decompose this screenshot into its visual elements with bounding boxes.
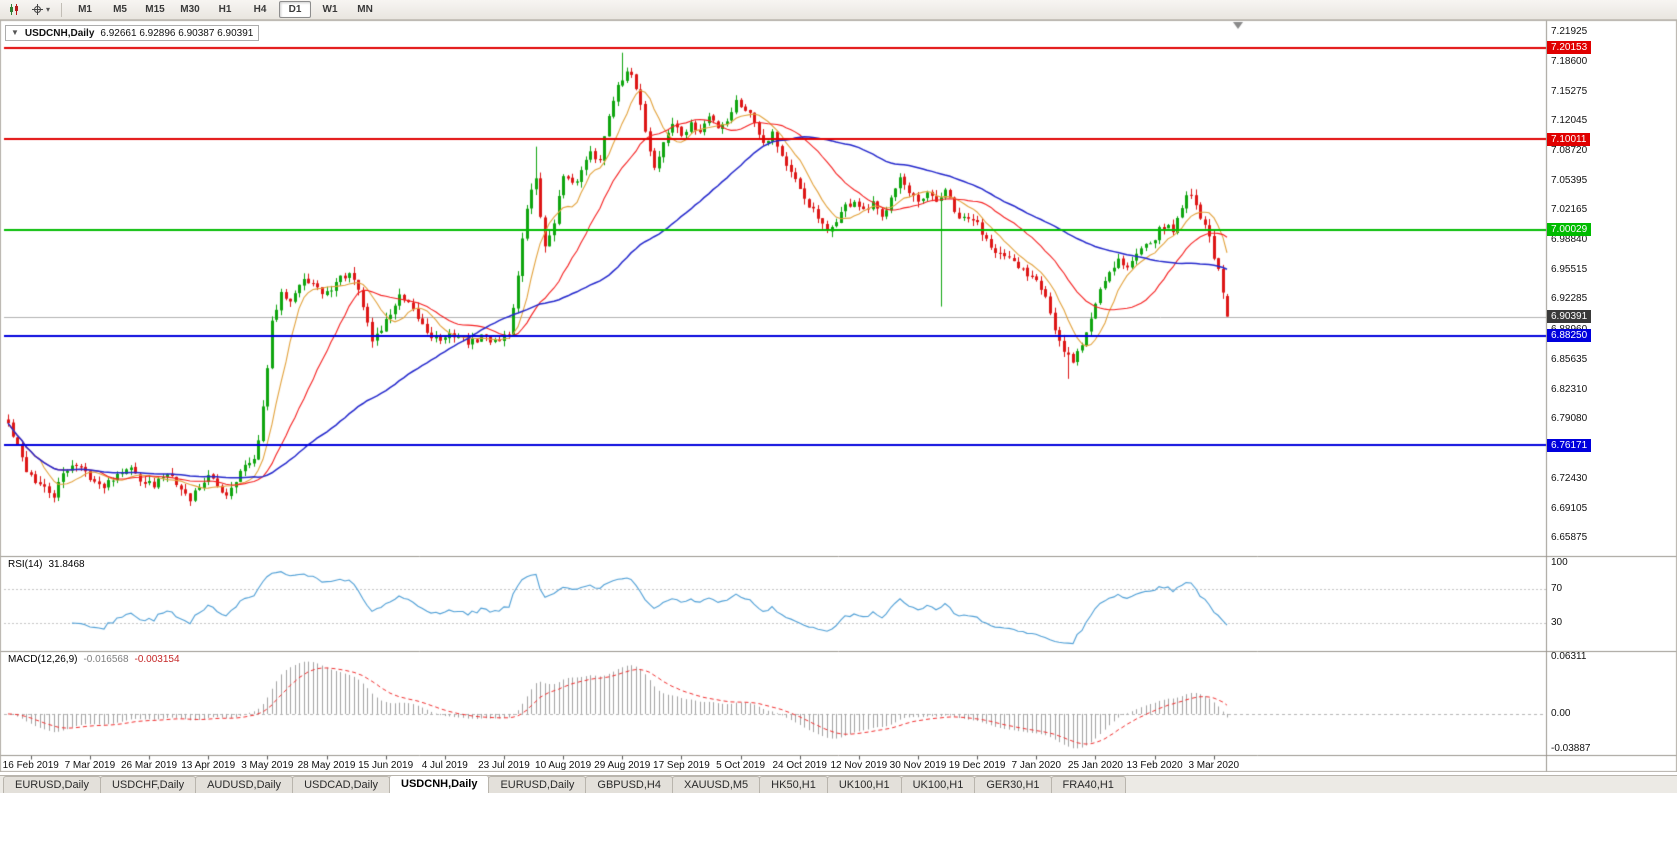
time-axis-label: 16 Feb 2019 [2,760,59,771]
time-axis-label: 28 May 2019 [297,760,356,771]
time-axis-label: 30 Nov 2019 [889,760,947,771]
time-axis-label: 23 Jul 2019 [478,760,530,771]
price-axis-label: 6.85635 [1551,353,1588,365]
time-axis-label: 5 Oct 2019 [716,760,766,771]
chart-tab-eurusd-daily[interactable]: EURUSD,Daily [488,776,587,793]
rsi-axis-label: 100 [1551,557,1568,568]
price-axis-label: 7.15275 [1551,85,1588,97]
chart-tab-gbpusd-h4[interactable]: GBPUSD,H4 [585,776,673,793]
timeframe-button-d1[interactable]: D1 [279,1,312,18]
price-axis-label: 6.98840 [1551,234,1588,246]
macd-main-value: -0.016568 [83,654,129,665]
chart-tab-xauusd-m5[interactable]: XAUUSD,M5 [671,776,761,793]
time-axis-label: 25 Jan 2020 [1067,760,1123,771]
chart-tab-ger30-h1[interactable]: GER30,H1 [974,776,1052,793]
time-axis-label: 10 Aug 2019 [535,760,592,771]
chart-tab-eurusd-daily[interactable]: EURUSD,Daily [3,776,101,793]
macd-signal-value: -0.003154 [134,654,180,665]
price-line-badge: 6.88250 [1547,329,1592,343]
timeframe-button-h4[interactable]: H4 [253,4,267,15]
crosshair-icon [32,4,43,15]
timeframe-button-m1[interactable]: M1 [78,4,92,15]
chart-tab-hk50-h1[interactable]: HK50,H1 [759,776,828,793]
chart-title-overlay: ▼ USDCNH,Daily 6.92661 6.92896 6.90387 6… [5,25,260,41]
toolbar: ▾ M1 M5 M15 M30 H1 H4 D1 W1 MN [0,0,1677,20]
time-axis-label: 19 Dec 2019 [948,760,1006,771]
time-axis-label: 3 May 2019 [241,760,294,771]
price-axis-label: 6.79080 [1551,412,1588,424]
rsi-axis-label: 30 [1551,617,1563,629]
price-axis-label: 7.05395 [1551,175,1588,187]
timeframe-button-h1[interactable]: H1 [218,4,232,15]
rsi-indicator-value: 31.8468 [48,559,85,570]
chart-tab-fra40-h1[interactable]: FRA40,H1 [1050,776,1126,793]
chart-tab-uk100-h1[interactable]: UK100,H1 [900,776,976,793]
one-click-trading-icon[interactable]: ▼ [11,28,19,37]
current-price-badge: 6.90391 [1547,310,1592,324]
price-axis-label: 7.08720 [1551,145,1588,156]
timeframe-button-m5[interactable]: M5 [113,4,127,15]
price-line-badge: 7.20153 [1547,41,1592,55]
rsi-indicator-name: RSI(14) [8,559,43,570]
chart-tab-bar: EURUSD,Daily USDCHF,Daily AUDUSD,Daily USDC… [0,775,1677,793]
chart-symbol-label: USDCNH,Daily [24,27,95,39]
time-axis-label: 12 Nov 2019 [830,760,888,771]
time-axis-label: 3 Mar 2020 [1188,760,1240,771]
time-axis-label: 4 Jul 2019 [421,760,468,771]
rsi-axis-label: 70 [1551,582,1563,594]
price-axis-label: 6.95515 [1551,264,1588,276]
chart-tab-usdchf-daily[interactable]: USDCHF,Daily [99,776,197,793]
cursor-mode-button[interactable]: ▾ [27,0,54,20]
price-axis-label: 6.69105 [1551,502,1588,514]
time-axis-label: 7 Jan 2020 [1011,760,1062,771]
time-axis-label: 13 Apr 2019 [181,760,236,771]
macd-axis-label: 0.06311 [1551,651,1587,662]
time-axis-label: 13 Feb 2020 [1126,760,1183,771]
macd-indicator-name: MACD(12,26,9) [8,654,78,665]
chart-ohlc-readout: 6.92661 6.92896 6.90387 6.90391 [100,27,254,39]
timeframe-button-m30[interactable]: M30 [180,4,200,15]
chart-tab-usdcnh-daily[interactable]: USDCNH,Daily [389,775,490,793]
price-axis-label: 6.92285 [1551,293,1588,305]
chart-window: ▼ USDCNH,Daily 6.92661 6.92896 6.90387 6… [0,20,1677,772]
timeframe-button-w1[interactable]: W1 [322,4,338,15]
price-axis-label: 6.82310 [1551,383,1588,395]
price-line-badge: 6.76171 [1547,438,1592,452]
price-axis-label: 6.88960 [1551,324,1587,335]
price-axis-label: 7.02165 [1551,204,1588,216]
candlestick-chart-icon [10,4,18,15]
price-line-badge: 7.10011 [1547,132,1591,146]
chart-tab-audusd-daily[interactable]: AUDUSD,Daily [195,776,294,793]
timeframe-button-m15[interactable]: M15 [145,4,165,15]
chart-tab-uk100-h1[interactable]: UK100,H1 [826,776,902,793]
chart-type-button[interactable] [4,0,25,20]
chart-tab-usdcad-daily[interactable]: USDCAD,Daily [292,776,391,793]
macd-axis-label: 0.00 [1551,707,1571,719]
timeframe-button-group: M1 M5 M15 M30 H1 H4 D1 W1 MN [69,1,381,18]
toolbar-separator [61,2,63,17]
time-axis-label: 24 Oct 2019 [772,760,827,771]
price-axis-label: 7.21925 [1551,25,1588,37]
time-axis-label: 7 Mar 2019 [64,760,116,771]
price-line-badge: 7.00029 [1547,223,1592,237]
time-axis-label: 15 Jun 2019 [358,760,414,771]
chart-canvas[interactable] [0,20,1677,772]
dropdown-caret-icon: ▾ [46,4,51,14]
macd-axis-label: -0.03887 [1551,743,1591,754]
time-axis-label: 26 Mar 2019 [120,760,178,771]
price-axis-label: 6.72430 [1551,472,1588,484]
timeframe-button-mn[interactable]: MN [357,4,373,15]
price-axis-label: 7.18600 [1551,55,1588,67]
price-axis-label: 7.12045 [1551,114,1588,126]
price-axis-label: 6.65875 [1551,532,1588,544]
time-axis-label: 29 Aug 2019 [594,760,651,771]
macd-indicator-label: MACD(12,26,9) -0.016568 -0.003154 [8,654,180,665]
time-axis-label: 17 Sep 2019 [653,760,710,771]
rsi-indicator-label: RSI(14) 31.8468 [8,559,85,570]
